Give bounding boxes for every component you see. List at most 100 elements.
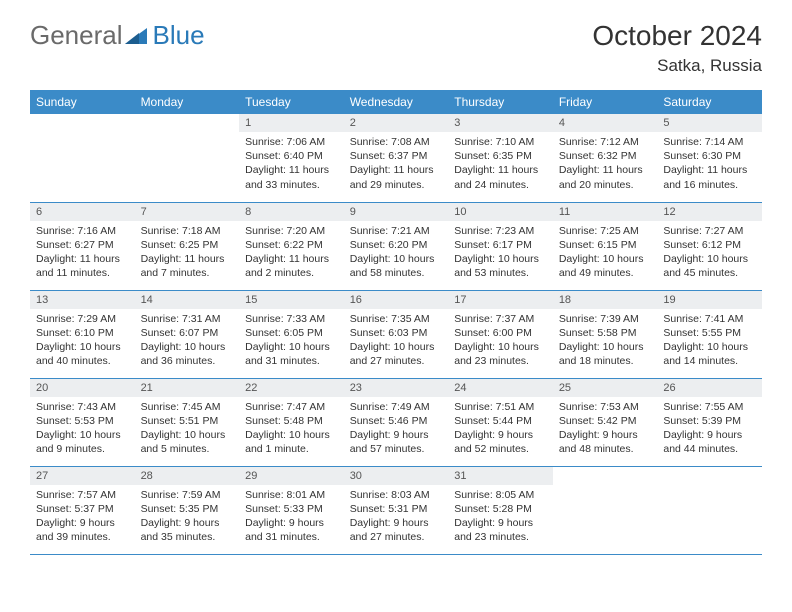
calendar-cell: 30Sunrise: 8:03 AMSunset: 5:31 PMDayligh…: [344, 466, 449, 554]
weekday-header: Friday: [553, 90, 658, 114]
sunset-line: Sunset: 6:05 PM: [245, 326, 338, 340]
day-number: 17: [448, 291, 553, 309]
daylight-line: Daylight: 10 hours and 23 minutes.: [454, 340, 547, 368]
day-number: 15: [239, 291, 344, 309]
day-details: Sunrise: 7:37 AMSunset: 6:00 PMDaylight:…: [448, 309, 553, 372]
logo-text-blue: Blue: [153, 20, 205, 51]
day-details: Sunrise: 8:05 AMSunset: 5:28 PMDaylight:…: [448, 485, 553, 548]
day-number: 16: [344, 291, 449, 309]
daylight-line: Daylight: 9 hours and 52 minutes.: [454, 428, 547, 456]
calendar-cell: 10Sunrise: 7:23 AMSunset: 6:17 PMDayligh…: [448, 202, 553, 290]
weekday-header: Saturday: [657, 90, 762, 114]
sunset-line: Sunset: 6:37 PM: [350, 149, 443, 163]
calendar-cell: 5Sunrise: 7:14 AMSunset: 6:30 PMDaylight…: [657, 114, 762, 202]
location: Satka, Russia: [592, 56, 762, 76]
sunset-line: Sunset: 6:00 PM: [454, 326, 547, 340]
calendar-cell: 15Sunrise: 7:33 AMSunset: 6:05 PMDayligh…: [239, 290, 344, 378]
day-details: Sunrise: 7:14 AMSunset: 6:30 PMDaylight:…: [657, 132, 762, 195]
sunrise-line: Sunrise: 7:35 AM: [350, 312, 443, 326]
day-number: 2: [344, 114, 449, 132]
calendar-row: 27Sunrise: 7:57 AMSunset: 5:37 PMDayligh…: [30, 466, 762, 554]
daylight-line: Daylight: 10 hours and 53 minutes.: [454, 252, 547, 280]
calendar-row: 13Sunrise: 7:29 AMSunset: 6:10 PMDayligh…: [30, 290, 762, 378]
day-details: Sunrise: 7:31 AMSunset: 6:07 PMDaylight:…: [135, 309, 240, 372]
day-number: 21: [135, 379, 240, 397]
day-details: Sunrise: 7:55 AMSunset: 5:39 PMDaylight:…: [657, 397, 762, 460]
calendar-cell: 20Sunrise: 7:43 AMSunset: 5:53 PMDayligh…: [30, 378, 135, 466]
calendar-table: SundayMondayTuesdayWednesdayThursdayFrid…: [30, 90, 762, 555]
daylight-line: Daylight: 10 hours and 9 minutes.: [36, 428, 129, 456]
day-details: Sunrise: 7:21 AMSunset: 6:20 PMDaylight:…: [344, 221, 449, 284]
sunrise-line: Sunrise: 7:59 AM: [141, 488, 234, 502]
calendar-cell: 19Sunrise: 7:41 AMSunset: 5:55 PMDayligh…: [657, 290, 762, 378]
calendar-row: 6Sunrise: 7:16 AMSunset: 6:27 PMDaylight…: [30, 202, 762, 290]
day-number: 14: [135, 291, 240, 309]
title-block: October 2024 Satka, Russia: [592, 20, 762, 76]
calendar-cell: 27Sunrise: 7:57 AMSunset: 5:37 PMDayligh…: [30, 466, 135, 554]
calendar-cell-empty: [135, 114, 240, 202]
day-number: 31: [448, 467, 553, 485]
weekday-header: Wednesday: [344, 90, 449, 114]
day-number: 20: [30, 379, 135, 397]
weekday-row: SundayMondayTuesdayWednesdayThursdayFrid…: [30, 90, 762, 114]
sunrise-line: Sunrise: 7:12 AM: [559, 135, 652, 149]
sunset-line: Sunset: 5:33 PM: [245, 502, 338, 516]
daylight-line: Daylight: 9 hours and 23 minutes.: [454, 516, 547, 544]
sunset-line: Sunset: 5:28 PM: [454, 502, 547, 516]
daylight-line: Daylight: 11 hours and 11 minutes.: [36, 252, 129, 280]
day-number: 27: [30, 467, 135, 485]
daylight-line: Daylight: 10 hours and 58 minutes.: [350, 252, 443, 280]
day-details: Sunrise: 7:51 AMSunset: 5:44 PMDaylight:…: [448, 397, 553, 460]
day-number: 29: [239, 467, 344, 485]
day-details: Sunrise: 7:18 AMSunset: 6:25 PMDaylight:…: [135, 221, 240, 284]
calendar-cell: 21Sunrise: 7:45 AMSunset: 5:51 PMDayligh…: [135, 378, 240, 466]
sunset-line: Sunset: 5:51 PM: [141, 414, 234, 428]
calendar-row: 1Sunrise: 7:06 AMSunset: 6:40 PMDaylight…: [30, 114, 762, 202]
day-details: Sunrise: 7:33 AMSunset: 6:05 PMDaylight:…: [239, 309, 344, 372]
sunset-line: Sunset: 6:03 PM: [350, 326, 443, 340]
calendar-cell: 25Sunrise: 7:53 AMSunset: 5:42 PMDayligh…: [553, 378, 658, 466]
sunrise-line: Sunrise: 7:08 AM: [350, 135, 443, 149]
day-details: Sunrise: 7:23 AMSunset: 6:17 PMDaylight:…: [448, 221, 553, 284]
sunset-line: Sunset: 5:55 PM: [663, 326, 756, 340]
sunrise-line: Sunrise: 7:43 AM: [36, 400, 129, 414]
day-number: 9: [344, 203, 449, 221]
calendar-cell-empty: [30, 114, 135, 202]
sunrise-line: Sunrise: 7:53 AM: [559, 400, 652, 414]
day-details: Sunrise: 7:49 AMSunset: 5:46 PMDaylight:…: [344, 397, 449, 460]
daylight-line: Daylight: 11 hours and 29 minutes.: [350, 163, 443, 191]
day-details: Sunrise: 7:39 AMSunset: 5:58 PMDaylight:…: [553, 309, 658, 372]
sunrise-line: Sunrise: 7:47 AM: [245, 400, 338, 414]
sunset-line: Sunset: 5:53 PM: [36, 414, 129, 428]
day-number: 19: [657, 291, 762, 309]
daylight-line: Daylight: 10 hours and 18 minutes.: [559, 340, 652, 368]
sunrise-line: Sunrise: 7:37 AM: [454, 312, 547, 326]
calendar-head: SundayMondayTuesdayWednesdayThursdayFrid…: [30, 90, 762, 114]
day-number: 28: [135, 467, 240, 485]
sunrise-line: Sunrise: 7:41 AM: [663, 312, 756, 326]
sunset-line: Sunset: 6:10 PM: [36, 326, 129, 340]
calendar-cell: 11Sunrise: 7:25 AMSunset: 6:15 PMDayligh…: [553, 202, 658, 290]
day-details: Sunrise: 7:45 AMSunset: 5:51 PMDaylight:…: [135, 397, 240, 460]
calendar-cell: 9Sunrise: 7:21 AMSunset: 6:20 PMDaylight…: [344, 202, 449, 290]
sunrise-line: Sunrise: 7:45 AM: [141, 400, 234, 414]
day-details: Sunrise: 7:12 AMSunset: 6:32 PMDaylight:…: [553, 132, 658, 195]
calendar-cell: 18Sunrise: 7:39 AMSunset: 5:58 PMDayligh…: [553, 290, 658, 378]
calendar-cell: 28Sunrise: 7:59 AMSunset: 5:35 PMDayligh…: [135, 466, 240, 554]
sunset-line: Sunset: 5:42 PM: [559, 414, 652, 428]
weekday-header: Thursday: [448, 90, 553, 114]
daylight-line: Daylight: 10 hours and 27 minutes.: [350, 340, 443, 368]
sunrise-line: Sunrise: 7:06 AM: [245, 135, 338, 149]
day-details: Sunrise: 7:20 AMSunset: 6:22 PMDaylight:…: [239, 221, 344, 284]
sunrise-line: Sunrise: 7:18 AM: [141, 224, 234, 238]
day-number: 7: [135, 203, 240, 221]
day-details: Sunrise: 7:25 AMSunset: 6:15 PMDaylight:…: [553, 221, 658, 284]
calendar-cell: 8Sunrise: 7:20 AMSunset: 6:22 PMDaylight…: [239, 202, 344, 290]
calendar-cell: 6Sunrise: 7:16 AMSunset: 6:27 PMDaylight…: [30, 202, 135, 290]
sunrise-line: Sunrise: 7:21 AM: [350, 224, 443, 238]
daylight-line: Daylight: 11 hours and 2 minutes.: [245, 252, 338, 280]
day-details: Sunrise: 7:43 AMSunset: 5:53 PMDaylight:…: [30, 397, 135, 460]
sunrise-line: Sunrise: 7:55 AM: [663, 400, 756, 414]
calendar-cell: 12Sunrise: 7:27 AMSunset: 6:12 PMDayligh…: [657, 202, 762, 290]
sunset-line: Sunset: 5:46 PM: [350, 414, 443, 428]
